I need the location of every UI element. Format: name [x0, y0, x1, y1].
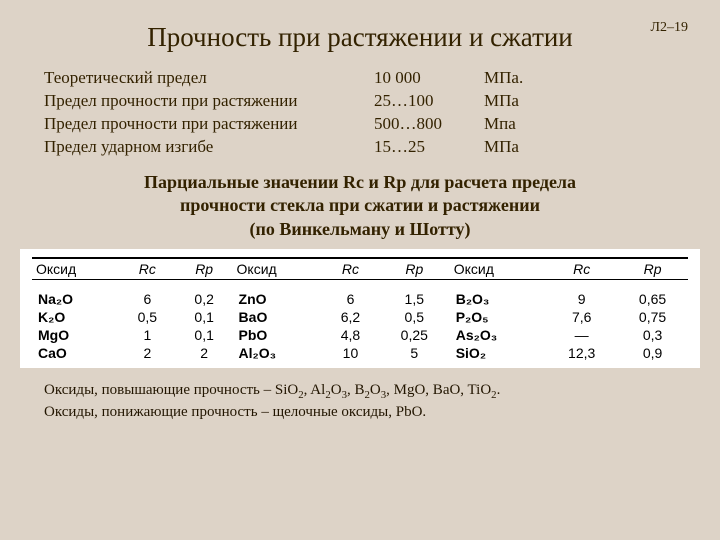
note-line: Оксиды, повышающие прочность – SiO2, Al2…: [44, 380, 676, 403]
cell-rc: 12,3: [546, 344, 617, 362]
th-oxide: Оксид: [233, 258, 323, 280]
cell-oxide: CaO: [32, 344, 119, 362]
table-row: Na₂O 6 0,2 ZnO 6 1,5 B₂O₃ 9 0,65: [32, 290, 688, 308]
cell-rp: 2: [176, 344, 233, 362]
th-rp: Rр: [176, 258, 233, 280]
spec-unit: МПа: [484, 90, 544, 113]
spec-unit: Мпа: [484, 113, 544, 136]
caption-line: (по Винкельману и Шотту): [250, 219, 471, 239]
cell-rp: 0,1: [176, 326, 233, 344]
cell-oxide: BaO: [233, 308, 323, 326]
cell-rp: 0,75: [617, 308, 688, 326]
spec-value: 15…25: [374, 136, 484, 159]
spec-row: Предел прочности при растяжении 500…800 …: [44, 113, 676, 136]
th-rp: Rр: [617, 258, 688, 280]
spec-value: 500…800: [374, 113, 484, 136]
cell-oxide: As₂O₃: [450, 326, 547, 344]
cell-rc: 6: [322, 290, 379, 308]
cell-rp: 0,1: [176, 308, 233, 326]
spec-label: Предел прочности при растяжении: [44, 90, 374, 113]
th-rc: Rс: [119, 258, 176, 280]
cell-rc: 9: [546, 290, 617, 308]
note-line: Оксиды, понижающие прочность – щелочные …: [44, 402, 676, 422]
table-row: K₂O 0,5 0,1 BaO 6,2 0,5 P₂O₅ 7,6 0,75: [32, 308, 688, 326]
cell-rp: 0,5: [379, 308, 450, 326]
spec-label: Теоретический предел: [44, 67, 374, 90]
cell-rc: 4,8: [322, 326, 379, 344]
spec-value: 10 000: [374, 67, 484, 90]
cell-rc: 1: [119, 326, 176, 344]
cell-rp: 0,25: [379, 326, 450, 344]
cell-oxide: PbO: [233, 326, 323, 344]
spec-row: Предел ударном изгибе 15…25 МПа: [44, 136, 676, 159]
cell-rc: 0,5: [119, 308, 176, 326]
cell-oxide: SiO₂: [450, 344, 547, 362]
cell-rp: 0,3: [617, 326, 688, 344]
cell-rc: —: [546, 326, 617, 344]
cell-oxide: P₂O₅: [450, 308, 547, 326]
slide-reference: Л2–19: [651, 20, 689, 36]
cell-rc: 6: [119, 290, 176, 308]
cell-rp: 0,2: [176, 290, 233, 308]
caption-line: прочности стекла при сжатии и растяжении: [180, 195, 540, 215]
spec-unit: МПа: [484, 136, 544, 159]
cell-oxide: MgO: [32, 326, 119, 344]
cell-oxide: B₂O₃: [450, 290, 547, 308]
cell-rp: 0,9: [617, 344, 688, 362]
table-row: MgO 1 0,1 PbO 4,8 0,25 As₂O₃ — 0,3: [32, 326, 688, 344]
page-title: Прочность при растяжении и сжатии: [44, 22, 676, 53]
th-oxide: Оксид: [450, 258, 547, 280]
cell-rc: 6,2: [322, 308, 379, 326]
cell-oxide: Al₂O₃: [233, 344, 323, 362]
spec-value: 25…100: [374, 90, 484, 113]
cell-rc: 7,6: [546, 308, 617, 326]
spec-row: Предел прочности при растяжении 25…100 М…: [44, 90, 676, 113]
th-rc: Rс: [546, 258, 617, 280]
table-caption: Парциальные значении Rс и Rр для расчета…: [44, 171, 676, 241]
cell-rp: 5: [379, 344, 450, 362]
cell-rc: 2: [119, 344, 176, 362]
spec-row: Теоретический предел 10 000 МПа.: [44, 67, 676, 90]
cell-oxide: ZnO: [233, 290, 323, 308]
spec-unit: МПа.: [484, 67, 544, 90]
cell-rp: 1,5: [379, 290, 450, 308]
table-row: CaO 2 2 Al₂O₃ 10 5 SiO₂ 12,3 0,9: [32, 344, 688, 362]
strength-specs: Теоретический предел 10 000 МПа. Предел …: [44, 67, 676, 159]
spec-label: Предел прочности при растяжении: [44, 113, 374, 136]
th-rp: Rр: [379, 258, 450, 280]
caption-line: Парциальные значении Rс и Rр для расчета…: [144, 172, 576, 192]
spec-label: Предел ударном изгибе: [44, 136, 374, 159]
cell-oxide: Na₂O: [32, 290, 119, 308]
cell-rp: 0,65: [617, 290, 688, 308]
partial-values-table: Оксид Rс Rр Оксид Rс Rр Оксид Rс Rр Na₂O…: [20, 249, 700, 368]
cell-oxide: K₂O: [32, 308, 119, 326]
th-oxide: Оксид: [32, 258, 119, 280]
footnotes: Оксиды, повышающие прочность – SiO2, Al2…: [44, 380, 676, 423]
cell-rc: 10: [322, 344, 379, 362]
th-rc: Rс: [322, 258, 379, 280]
